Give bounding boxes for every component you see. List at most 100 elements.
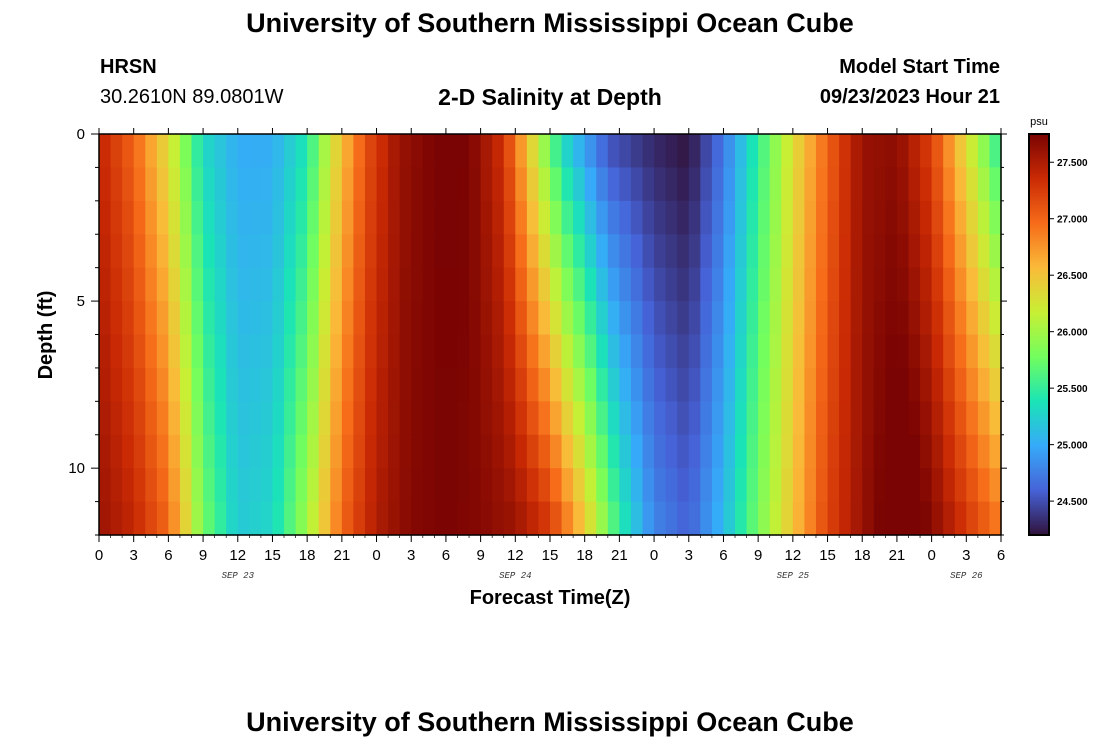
heatmap-cell bbox=[815, 167, 829, 202]
heatmap-cell bbox=[630, 234, 644, 269]
heatmap-cell bbox=[179, 501, 193, 536]
heatmap-cell bbox=[966, 434, 979, 469]
x-tick-label: 21 bbox=[889, 547, 906, 564]
heatmap-cell bbox=[815, 200, 829, 235]
date-label: SEP 26 bbox=[950, 571, 983, 581]
heatmap-cell bbox=[688, 167, 701, 202]
heatmap-cell bbox=[642, 267, 655, 302]
heatmap-cell bbox=[642, 501, 655, 536]
heatmap-cell bbox=[769, 334, 782, 369]
heatmap-cell bbox=[469, 167, 482, 202]
heatmap-cell bbox=[330, 401, 343, 436]
heatmap-cell bbox=[399, 468, 412, 503]
heatmap-cell bbox=[203, 334, 216, 369]
heatmap-cell bbox=[688, 434, 701, 469]
heatmap-cell bbox=[792, 301, 806, 336]
heatmap-cell bbox=[445, 367, 459, 402]
heatmap-cell bbox=[839, 167, 852, 202]
heatmap-cell bbox=[885, 434, 898, 469]
heatmap-cell bbox=[966, 234, 979, 269]
heatmap-cell bbox=[526, 367, 540, 402]
heatmap-cell bbox=[214, 267, 227, 302]
heatmap-cell bbox=[619, 167, 632, 202]
heatmap-cell bbox=[966, 401, 979, 436]
heatmap-cell bbox=[538, 334, 551, 369]
heatmap-cell bbox=[469, 501, 482, 536]
heatmap-cell bbox=[284, 367, 297, 402]
heatmap-cell bbox=[503, 434, 516, 469]
heatmap-cell bbox=[977, 301, 991, 336]
heatmap-cell bbox=[214, 134, 227, 169]
heatmap-cell bbox=[411, 134, 424, 169]
heatmap-cell bbox=[711, 401, 725, 436]
heatmap-cell bbox=[284, 301, 297, 336]
heatmap-cell bbox=[411, 468, 424, 503]
heatmap-cell bbox=[353, 334, 366, 369]
heatmap-cell bbox=[214, 200, 227, 235]
colorbar-tick-label: 24.500 bbox=[1057, 497, 1088, 508]
x-tick-label: 6 bbox=[997, 547, 1005, 564]
heatmap-cell bbox=[943, 501, 956, 536]
heatmap-cell bbox=[630, 267, 644, 302]
heatmap-cell bbox=[989, 134, 1002, 169]
heatmap-cell bbox=[515, 234, 528, 269]
heatmap-cell bbox=[989, 301, 1002, 336]
heatmap-cell bbox=[260, 468, 274, 503]
heatmap-cell bbox=[654, 434, 667, 469]
heatmap-cell bbox=[457, 501, 470, 536]
heatmap-cell bbox=[954, 367, 967, 402]
heatmap-cell bbox=[538, 501, 551, 536]
heatmap-cell bbox=[156, 301, 169, 336]
heatmap-cell bbox=[492, 301, 505, 336]
heatmap-cell bbox=[769, 367, 782, 402]
heatmap-cell bbox=[769, 167, 782, 202]
heatmap-cell bbox=[665, 234, 678, 269]
heatmap-cell bbox=[862, 234, 875, 269]
heatmap-cell bbox=[457, 334, 470, 369]
heatmap-cell bbox=[862, 334, 875, 369]
heatmap-cell bbox=[249, 367, 262, 402]
heatmap-cell bbox=[526, 234, 540, 269]
heatmap-cell bbox=[619, 367, 632, 402]
x-tick-label: 0 bbox=[927, 547, 935, 564]
heatmap-cell bbox=[411, 267, 424, 302]
heatmap-cell bbox=[168, 501, 181, 536]
heatmap-cell bbox=[469, 401, 482, 436]
heatmap-cell bbox=[711, 267, 725, 302]
heatmap-cell bbox=[179, 301, 193, 336]
heatmap-cell bbox=[203, 301, 216, 336]
heatmap-cell bbox=[457, 167, 470, 202]
heatmap-cell bbox=[341, 367, 355, 402]
heatmap-cell bbox=[596, 468, 609, 503]
heatmap-cell bbox=[110, 301, 123, 336]
heatmap-cell bbox=[573, 334, 586, 369]
heatmap-cell bbox=[792, 267, 806, 302]
heatmap-cell bbox=[839, 200, 852, 235]
heatmap-cell bbox=[989, 334, 1002, 369]
heatmap-cell bbox=[896, 200, 910, 235]
heatmap-cell bbox=[307, 234, 320, 269]
heatmap-cell bbox=[284, 167, 297, 202]
heatmap-cell bbox=[434, 301, 447, 336]
heatmap-cell bbox=[434, 234, 447, 269]
heatmap-cell bbox=[364, 468, 378, 503]
heatmap-cell bbox=[550, 501, 563, 536]
heatmap-cell bbox=[156, 434, 169, 469]
heatmap-cell bbox=[873, 401, 886, 436]
heatmap-cell bbox=[896, 234, 910, 269]
heatmap-cell bbox=[584, 334, 597, 369]
heatmap-cell bbox=[596, 401, 609, 436]
heatmap-cell bbox=[550, 468, 563, 503]
heatmap-cell bbox=[99, 367, 112, 402]
heatmap-cell bbox=[804, 434, 817, 469]
heatmap-cell bbox=[422, 401, 435, 436]
heatmap-cell bbox=[492, 468, 505, 503]
heatmap-cell bbox=[654, 468, 667, 503]
heatmap-cell bbox=[792, 401, 806, 436]
colorbar: psu 24.500 25.000 25.500 26.000 26.500 27.000… bbox=[1028, 116, 1088, 536]
heatmap-cell bbox=[203, 134, 216, 169]
heatmap-cell bbox=[272, 267, 285, 302]
heatmap-cell bbox=[145, 267, 158, 302]
heatmap-cell bbox=[873, 301, 886, 336]
heatmap-cell bbox=[584, 501, 597, 536]
